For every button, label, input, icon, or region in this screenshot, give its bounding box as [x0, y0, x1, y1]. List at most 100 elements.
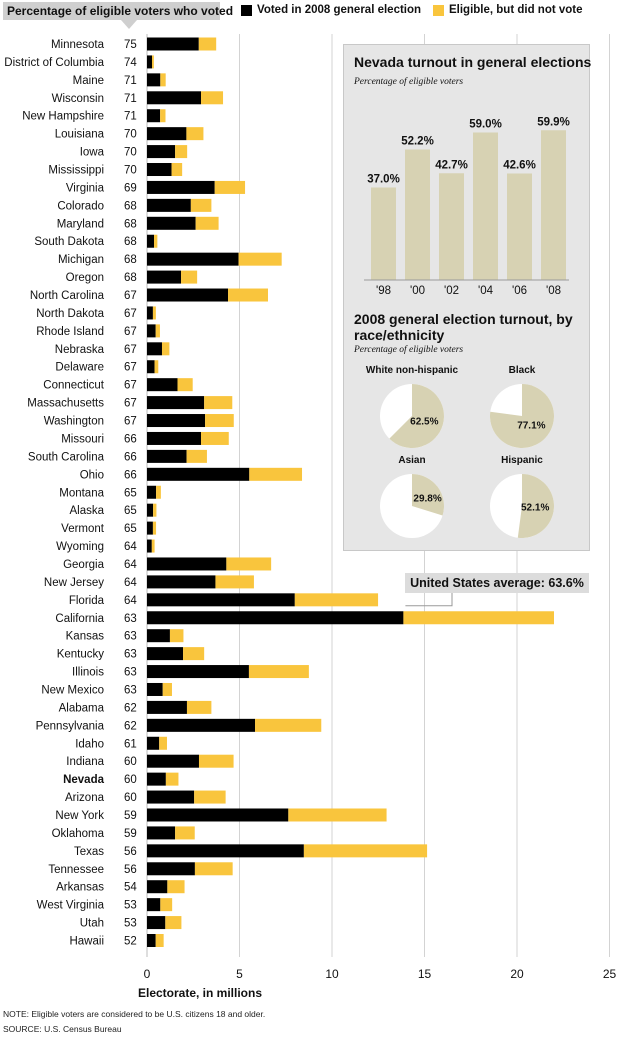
state-label-illinois: Illinois — [72, 667, 104, 679]
state-label-virginia: Virginia — [66, 182, 105, 194]
bar-voted-south-dakota — [147, 234, 155, 248]
bar-not-voted-kentucky — [183, 647, 205, 661]
bar-not-voted-wisconsin — [201, 91, 224, 105]
bar-voted-wyoming — [147, 539, 152, 553]
pct-label-south-carolina: 66 — [124, 451, 137, 463]
us-average-callout: United States average: 63.6% — [405, 573, 589, 593]
state-label-oregon: Oregon — [66, 272, 104, 284]
pct-label-district-of-columbia: 74 — [124, 57, 137, 69]
state-label-oklahoma: Oklahoma — [52, 828, 105, 840]
bar-voted-indiana — [147, 754, 199, 768]
x-axis-title: Electorate, in millions — [138, 986, 262, 1000]
bar-not-voted-north-carolina — [228, 288, 268, 302]
pie-slice-hispanic — [517, 474, 555, 538]
nv-bar-00 — [405, 149, 430, 280]
pct-label-new-york: 59 — [124, 810, 137, 822]
bar-not-voted-wyoming — [151, 539, 155, 553]
nevada-turnout-chart: 37.0% '98 52.2% '00 42.7% '02 59.0% '04 42.6% '06… — [364, 116, 570, 297]
state-label-georgia: Georgia — [63, 559, 105, 571]
state-label-utah: Utah — [80, 918, 104, 930]
bar-not-voted-south-dakota — [154, 234, 158, 248]
pct-label-maine: 71 — [124, 75, 137, 87]
bar-not-voted-iowa — [175, 145, 188, 159]
state-label-alaska: Alaska — [69, 505, 104, 517]
bar-not-voted-pennsylvania — [255, 718, 322, 732]
state-label-idaho: Idaho — [75, 738, 104, 750]
bar-voted-kansas — [147, 629, 170, 643]
bar-voted-missouri — [147, 431, 202, 445]
state-label-maine: Maine — [73, 75, 104, 87]
nv-value-98: 37.0% — [367, 174, 400, 186]
pct-label-alabama: 62 — [124, 702, 137, 714]
bar-not-voted-new-york — [288, 808, 387, 822]
bar-not-voted-nebraska — [161, 342, 170, 356]
bar-not-voted-new-mexico — [162, 682, 172, 696]
bar-voted-texas — [147, 844, 304, 858]
state-label-new-york: New York — [55, 810, 104, 822]
pct-label-vermont: 65 — [124, 523, 137, 535]
bar-voted-louisiana — [147, 127, 187, 141]
bar-voted-minnesota — [147, 37, 199, 51]
pct-label-nebraska: 67 — [124, 344, 137, 356]
pie-slice-asian — [412, 474, 444, 516]
state-label-vermont: Vermont — [61, 523, 105, 535]
bar-voted-massachusetts — [147, 396, 205, 410]
bar-not-voted-louisiana — [186, 127, 204, 141]
state-label-minnesota: Minnesota — [51, 39, 105, 51]
x-tick-15: 15 — [418, 967, 432, 981]
pie-slice-white-non-hispanic — [389, 384, 444, 448]
pct-label-maryland: 68 — [124, 218, 137, 230]
bar-not-voted-montana — [156, 485, 161, 499]
pie-slice-black — [490, 384, 554, 448]
state-label-new-jersey: New Jersey — [44, 577, 104, 589]
bar-voted-georgia — [147, 557, 227, 571]
nv-bar-02 — [439, 173, 464, 280]
bar-not-voted-oklahoma — [175, 826, 195, 840]
bar-voted-new-york — [147, 808, 289, 822]
bar-not-voted-south-carolina — [186, 449, 207, 463]
bar-not-voted-georgia — [226, 557, 272, 571]
bar-not-voted-arkansas — [167, 880, 185, 894]
nv-tick-02: '02 — [444, 285, 459, 297]
nv-bar-98 — [371, 187, 396, 280]
bar-voted-ohio — [147, 467, 250, 481]
header-pointer — [121, 20, 137, 29]
pie-title-black: Black — [509, 365, 536, 376]
bar-not-voted-mississippi — [171, 163, 183, 177]
bar-voted-florida — [147, 593, 295, 607]
state-label-connecticut: Connecticut — [43, 380, 105, 392]
bar-voted-pennsylvania — [147, 718, 256, 732]
bar-not-voted-massachusetts — [204, 396, 233, 410]
bar-voted-maryland — [147, 216, 196, 230]
pie-value-black: 77.1% — [517, 420, 545, 431]
pct-label-massachusetts: 67 — [124, 398, 137, 410]
pct-label-texas: 56 — [124, 846, 137, 858]
nv-bar-06 — [507, 173, 532, 280]
legend-not-voted: Eligible, but did not vote — [433, 4, 583, 16]
pct-label-florida: 64 — [124, 595, 137, 607]
bar-not-voted-idaho — [159, 736, 167, 750]
nv-value-08: 59.9% — [537, 116, 570, 128]
state-label-district-of-columbia: District of Columbia — [4, 57, 104, 69]
state-label-north-dakota: North Dakota — [36, 308, 104, 320]
bar-not-voted-illinois — [248, 665, 309, 679]
state-label-west-virginia: West Virginia — [37, 900, 105, 912]
bar-voted-new-mexico — [147, 682, 163, 696]
bar-not-voted-alabama — [186, 700, 212, 714]
state-label-north-carolina: North Carolina — [30, 290, 105, 302]
pct-label-ohio: 66 — [124, 469, 137, 481]
pct-label-idaho: 61 — [124, 738, 137, 750]
bar-not-voted-district-of-columbia — [151, 55, 154, 69]
pct-label-west-virginia: 53 — [124, 900, 137, 912]
state-label-ohio: Ohio — [80, 469, 104, 481]
state-label-arizona: Arizona — [65, 792, 105, 804]
bar-voted-vermont — [147, 521, 153, 535]
race-turnout-pies: White non-hispanic 62.5% Black 77.1% Asian 29… — [366, 365, 555, 538]
x-tick-10: 10 — [325, 967, 339, 981]
pct-label-tennessee: 56 — [124, 864, 137, 876]
nv-value-02: 42.7% — [435, 159, 468, 171]
bar-voted-oregon — [147, 270, 182, 284]
bar-not-voted-virginia — [214, 180, 246, 194]
bar-voted-montana — [147, 485, 157, 499]
bar-voted-north-carolina — [147, 288, 229, 302]
